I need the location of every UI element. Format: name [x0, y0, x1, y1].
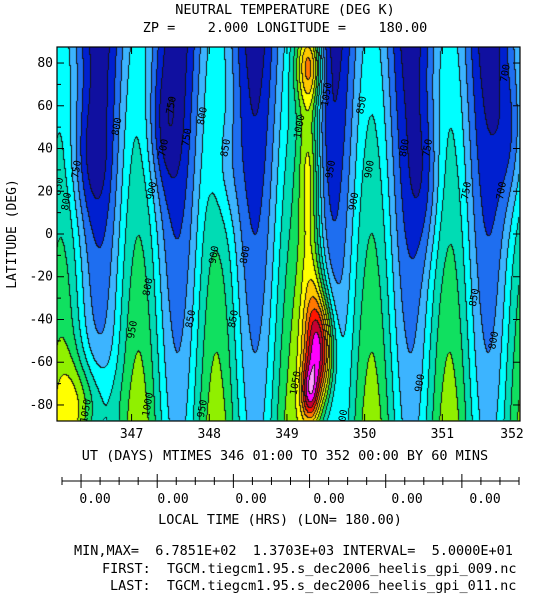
contour-label: 1050	[79, 398, 94, 424]
contour-label: 700	[495, 181, 509, 201]
y-axis-label: LATITUDE (DEG)	[5, 179, 20, 289]
contour-label: 750	[180, 128, 194, 148]
contour-label: 900	[363, 160, 377, 180]
local-time-axis: 0.00 0.00 0.00 0.00 0.00 0.00	[61, 474, 520, 507]
contour-label: 850	[227, 309, 241, 329]
last-file-text: LAST: TGCM.tiegcm1.95.s_dec2006_heelis_g…	[110, 578, 517, 594]
local-time-label: 0.00	[235, 492, 266, 507]
contour-label: 750	[70, 160, 84, 180]
contour-label: 750	[165, 95, 179, 115]
contour-label: 1100	[335, 409, 350, 435]
contour-label: 850	[355, 95, 369, 115]
contour-label: 800	[196, 106, 210, 126]
contour-label: 900	[347, 192, 361, 212]
contour-label: 900	[413, 373, 427, 393]
contour-label: 800	[239, 245, 253, 265]
y-tick-label: -20	[30, 270, 53, 285]
x-axis-label: UT (DAYS) MTIMES 346 01:00 TO 352 00:00 …	[82, 448, 488, 464]
local-time-label: 0.00	[79, 492, 110, 507]
contour-label: 900	[208, 245, 222, 265]
contour-label: 850	[52, 177, 66, 197]
x-tick-label: 349	[275, 427, 298, 442]
contour-label: 800	[142, 277, 156, 297]
x-axis: 347 348 349 350 351 352	[120, 47, 524, 442]
contour-label: 1000	[141, 392, 156, 418]
local-time-label: 0.00	[157, 492, 188, 507]
y-tick-label: 80	[37, 56, 53, 71]
x-tick-label: 347	[120, 427, 143, 442]
y-tick-label: 40	[37, 142, 53, 157]
contour-label: 1000	[293, 114, 308, 140]
chart-subtitle: ZP = 2.000 LONGITUDE = 180.00	[142, 20, 428, 36]
contour-label: 950	[324, 160, 338, 180]
contour-label: 800	[110, 117, 124, 137]
x-tick-label: 348	[198, 427, 221, 442]
x-tick-label: 351	[431, 427, 454, 442]
first-file-text: FIRST: TGCM.tiegcm1.95.s_dec2006_heelis_…	[102, 561, 517, 577]
contour-label: 1050	[289, 370, 304, 396]
local-time-label: 0.00	[469, 492, 500, 507]
contour-label: 850	[184, 309, 198, 329]
chart-title: NEUTRAL TEMPERATURE (DEG K)	[175, 2, 395, 18]
local-time-title: LOCAL TIME (HRS) (LON= 180.00)	[158, 512, 402, 528]
contour-label: 800	[398, 138, 412, 158]
local-time-label: 0.00	[391, 492, 422, 507]
y-axis: -80 -60 -40 -20 0 20 40 60 80	[30, 56, 520, 413]
y-tick-label: 60	[37, 99, 53, 114]
contour-label: 700	[499, 63, 513, 83]
minmax-text: MIN,MAX= 6.7851E+02 1.3703E+03 INTERVAL=…	[74, 543, 513, 559]
contour-label: 850	[219, 138, 233, 158]
y-tick-label: 0	[45, 227, 53, 242]
local-time-label: 0.00	[313, 492, 344, 507]
y-tick-label: -80	[30, 398, 53, 413]
y-tick-label: 20	[37, 184, 53, 199]
contour-label: 1050	[320, 82, 335, 108]
contour-label: 750	[460, 181, 474, 201]
temperature-field	[57, 47, 520, 421]
contour-label: 950	[126, 320, 140, 340]
contour-label: 750	[421, 138, 435, 158]
x-tick-label: 350	[353, 427, 376, 442]
contour-label: 950	[196, 399, 210, 419]
contour-label: 700	[157, 138, 171, 158]
contour-label: 850	[468, 288, 482, 308]
contour-label: 800	[60, 192, 74, 212]
y-tick-label: -60	[30, 355, 53, 370]
contour-label: 800	[487, 331, 501, 351]
y-tick-label: -40	[30, 312, 53, 327]
x-tick-label: 352	[500, 427, 523, 442]
contour-label: 900	[145, 181, 159, 201]
